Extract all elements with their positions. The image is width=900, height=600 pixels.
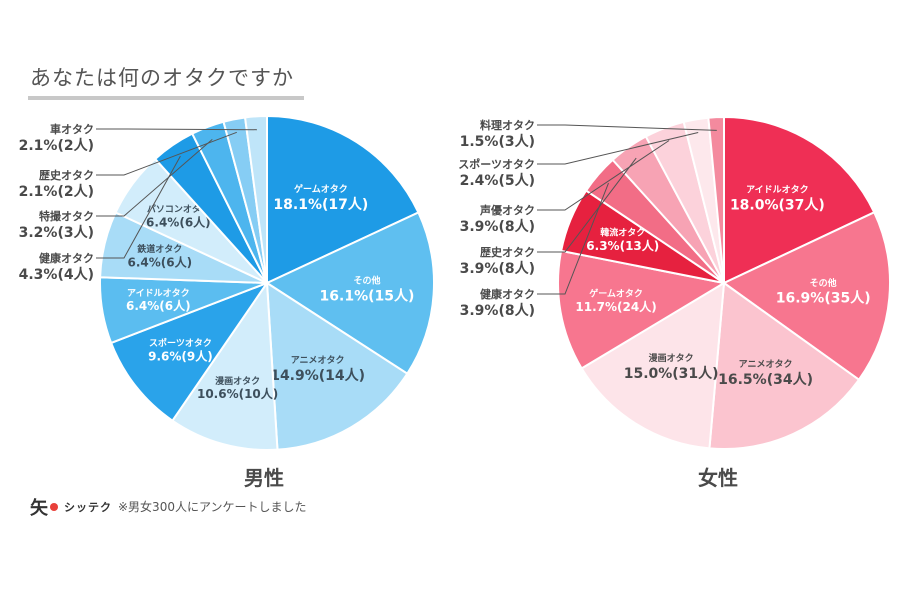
pie-female-slice-3 (580, 281, 726, 450)
pie-male-outside-name-9: 特撮オタク (39, 209, 94, 223)
pie-male-outside-name-10: 歴史オタク (39, 168, 94, 182)
pie-male-slice-1 (264, 211, 435, 376)
pie-female-leader-10 (537, 124, 717, 131)
pie-male-slice-name-1: その他 (353, 275, 380, 287)
pie-female-slice-value-3: 15.0%(31人) (624, 365, 719, 382)
pie-female-outside-name-6: 健康オタク (480, 287, 535, 301)
pie-female-outside-value-6: 3.9%(8人) (460, 302, 535, 319)
pie-female-leader-6 (537, 182, 609, 295)
logo-mark: 矢 (30, 498, 48, 519)
pie-female-slice-value-5: 6.3%(13人) (586, 238, 659, 253)
pie-male-slice-3 (171, 280, 279, 451)
pie-female-outside-name-10: 料理オタク (480, 118, 535, 132)
pie-female-leader-8 (537, 140, 670, 211)
pie-female-slice-name-0: アイドルオタク (746, 184, 809, 196)
pie-female-slice-value-1: 16.9%(35人) (776, 290, 871, 307)
pie-male-slice-value-0: 18.1%(17人) (273, 196, 368, 213)
pie-female-slice-name-4: ゲームオタク (589, 287, 643, 299)
pie-female-slice-name-2: アニメオタク (739, 358, 793, 370)
pie-male-slice-value-6: 6.4%(6人) (128, 254, 193, 269)
pie-male-slice-value-3: 10.6%(10人) (197, 386, 278, 401)
pie-female-slice-name-3: 漫画オタク (649, 352, 694, 364)
logo-dot-icon (50, 503, 58, 511)
pie-female-slice-0 (723, 115, 876, 285)
pie-male-outside-value-11: 2.1%(2人) (19, 137, 94, 154)
pie-male-outside-name-8: 健康オタク (39, 251, 94, 265)
pie-male-slice-name-0: ゲームオタク (294, 183, 348, 195)
chart-label-male: 男性 (244, 466, 284, 490)
pie-male-slice-value-2: 14.9%(14人) (270, 367, 365, 384)
pie-male-outside-value-8: 4.3%(4人) (19, 266, 94, 283)
pie-male-slice-value-5: 6.4%(6人) (126, 298, 191, 313)
pie-female-slice-name-1: その他 (810, 277, 837, 289)
pie-female-leader-9 (537, 132, 699, 165)
footnote: ※男女300人にアンケートしました (118, 500, 307, 514)
pie-female-outside-value-8: 3.9%(8人) (460, 218, 535, 235)
pie-female-slice-name-5: 韓流オタク (600, 227, 645, 239)
pie-female-leader-7 (537, 157, 637, 253)
pie-female-slice-2 (708, 281, 861, 450)
pie-male-slice-name-7: パソコンオタク (147, 203, 210, 215)
pie-female-outside-name-8: 声優オタク (479, 203, 535, 217)
pie-male-leader-10 (96, 131, 237, 176)
pie-female-outside-name-7: 歴史オタク (480, 245, 535, 259)
pie-male-slice-name-3: 漫画オタク (215, 375, 260, 387)
pie-male-slice-name-2: アニメオタク (291, 354, 345, 366)
logo-text: シッテク (64, 501, 112, 514)
pie-male-leader-9 (96, 139, 213, 217)
pie-male-slice-4 (109, 280, 270, 423)
pie-male-slice-value-1: 16.1%(15人) (320, 287, 415, 304)
pie-female-slice-value-4: 11.7%(24人) (575, 299, 656, 314)
page-title: あなたは何のオタクですか (30, 66, 294, 90)
pie-female-slice-10 (707, 115, 725, 284)
pie-male-outside-value-10: 2.1%(2人) (19, 183, 94, 200)
pie-female-outside-name-9: スポーツオタク (458, 157, 535, 171)
title-underline (28, 96, 304, 100)
pie-female-slice-value-2: 16.5%(34人) (718, 371, 813, 388)
pie-female-outside-value-10: 1.5%(3人) (460, 133, 535, 150)
logo: 矢 シッテク (30, 494, 112, 520)
pie-male-slice-value-4: 9.6%(9人) (148, 348, 213, 363)
pie-female-outside-value-7: 3.9%(8人) (460, 260, 535, 277)
pie-male-slice-2 (265, 281, 409, 451)
pie-female-slice-1 (722, 210, 892, 382)
pie-male-leader-11 (96, 128, 257, 131)
pie-male-slice-name-5: アイドルオタク (127, 287, 190, 299)
chart-label-female: 女性 (698, 466, 738, 490)
pie-male-slice-11 (243, 114, 268, 284)
pie-male-slice-name-4: スポーツオタク (149, 337, 212, 349)
pie-female-slice-value-0: 18.0%(37人) (730, 196, 825, 213)
pie-female-outside-value-9: 2.4%(5人) (460, 172, 535, 189)
pie-female-slice-4 (557, 249, 727, 370)
pie-male-slice-name-6: 鉄道オタク (137, 243, 182, 255)
pie-male-slice-value-7: 6.4%(6人) (146, 214, 211, 229)
pie-male-outside-name-11: 車オタク (50, 122, 94, 136)
pie-male-outside-value-9: 3.2%(3人) (19, 224, 94, 241)
pie-male-leader-8 (96, 155, 181, 259)
pie-male-slice-0 (266, 114, 420, 285)
